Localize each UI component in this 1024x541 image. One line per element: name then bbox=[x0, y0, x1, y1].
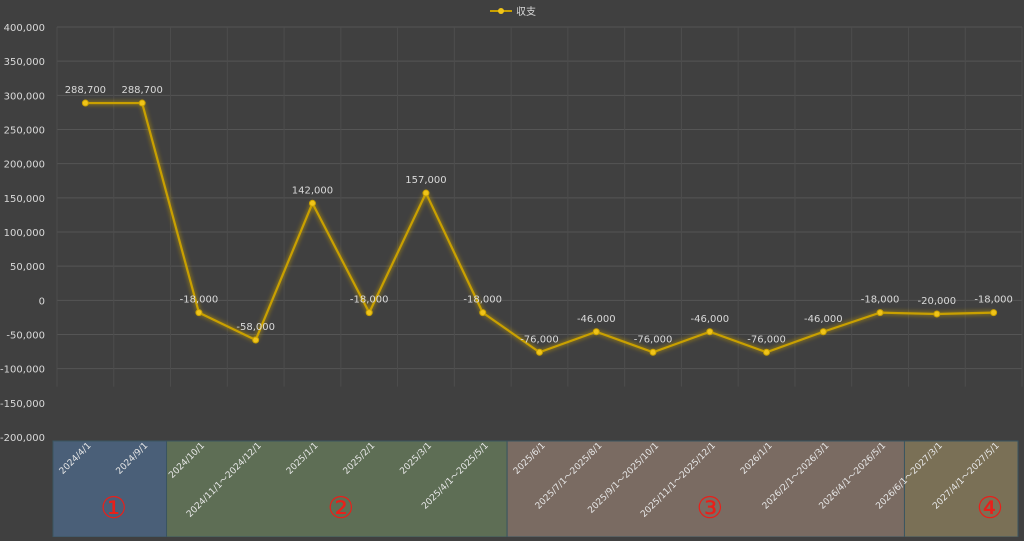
data-point bbox=[706, 328, 714, 336]
data-point bbox=[592, 328, 600, 336]
legend-label: 収支 bbox=[516, 6, 536, 18]
data-label: 288,700 bbox=[121, 85, 162, 96]
legend-marker-icon bbox=[498, 8, 504, 14]
data-label: -18,000 bbox=[350, 295, 389, 306]
data-label: -76,000 bbox=[634, 334, 673, 345]
phase-label-2: ② bbox=[327, 491, 354, 526]
y-tick-label: -50,000 bbox=[6, 331, 45, 342]
y-tick-label: 50,000 bbox=[10, 262, 45, 273]
data-point bbox=[876, 309, 884, 317]
y-tick-label: 0 bbox=[39, 296, 45, 307]
data-point bbox=[422, 189, 430, 197]
y-tick-label: 400,000 bbox=[4, 23, 45, 34]
phase-label-1: ① bbox=[100, 491, 127, 526]
data-label: -46,000 bbox=[577, 314, 616, 325]
phase-label-3: ③ bbox=[696, 491, 723, 526]
series-line bbox=[85, 101, 994, 354]
data-label: -18,000 bbox=[180, 295, 219, 306]
data-point bbox=[763, 348, 771, 356]
data-label: -18,000 bbox=[861, 295, 900, 306]
y-tick-label: 300,000 bbox=[4, 91, 45, 102]
data-point bbox=[819, 328, 827, 336]
data-label: -46,000 bbox=[690, 314, 729, 325]
y-tick-label: -150,000 bbox=[0, 399, 45, 410]
data-label: 157,000 bbox=[405, 175, 446, 186]
data-point bbox=[81, 99, 89, 107]
y-tick-label: 250,000 bbox=[4, 126, 45, 137]
phase-band-4 bbox=[903, 440, 1019, 538]
data-point bbox=[649, 348, 657, 356]
y-tick-label: -200,000 bbox=[0, 433, 45, 444]
data-label: -76,000 bbox=[520, 334, 559, 345]
phase-band-2 bbox=[166, 440, 508, 538]
data-label: -18,000 bbox=[974, 295, 1013, 306]
data-point bbox=[195, 309, 203, 317]
data-point bbox=[252, 336, 260, 344]
y-tick-label: 200,000 bbox=[4, 160, 45, 171]
y-tick-label: 100,000 bbox=[4, 228, 45, 239]
data-point bbox=[138, 99, 146, 107]
data-point bbox=[308, 199, 316, 207]
data-label: -20,000 bbox=[918, 296, 957, 307]
y-tick-label: -100,000 bbox=[0, 365, 45, 376]
phase-band-1 bbox=[52, 440, 168, 538]
data-label: -18,000 bbox=[463, 295, 502, 306]
phase-label-4: ④ bbox=[977, 491, 1004, 526]
y-tick-label: 350,000 bbox=[4, 57, 45, 68]
data-label: -76,000 bbox=[747, 334, 786, 345]
data-point bbox=[933, 310, 941, 318]
data-point bbox=[536, 348, 543, 356]
data-point bbox=[990, 309, 998, 317]
data-point bbox=[479, 309, 487, 317]
data-point bbox=[365, 309, 373, 317]
data-label: 288,700 bbox=[65, 85, 106, 96]
data-label: 142,000 bbox=[292, 185, 333, 196]
y-tick-label: 150,000 bbox=[4, 194, 45, 205]
phase-band-3 bbox=[506, 440, 905, 538]
data-label: -46,000 bbox=[804, 314, 843, 325]
data-label: -58,000 bbox=[236, 322, 275, 333]
